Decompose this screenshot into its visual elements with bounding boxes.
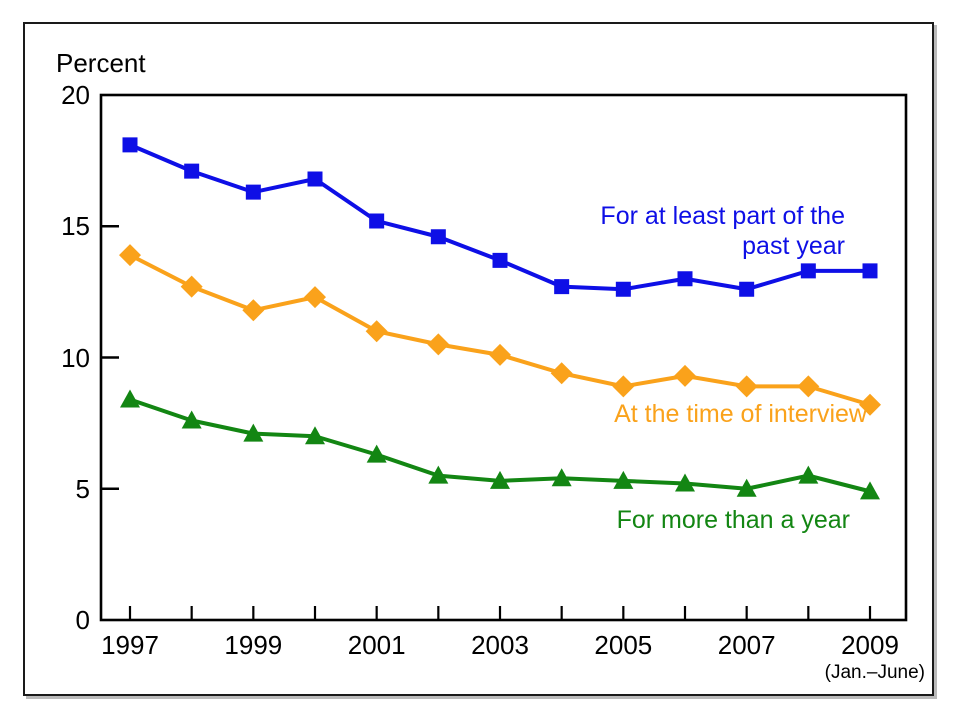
x-tick-label-2007: 2007: [717, 630, 776, 660]
marker-diamond: [674, 364, 696, 387]
marker-diamond: [612, 375, 635, 398]
marker-diamond: [735, 375, 758, 398]
marker-triangle: [305, 426, 325, 445]
marker-square: [615, 281, 631, 297]
marker-square: [430, 229, 446, 245]
series-label-line: For at least part of the: [600, 202, 845, 230]
chart-frame: [23, 22, 934, 696]
x-tick-label-2003: 2003: [471, 630, 529, 660]
marker-square: [800, 263, 816, 279]
marker-diamond: [550, 362, 573, 385]
x-tick-label-1999: 1999: [224, 630, 283, 660]
y-tick-label-20: 20: [61, 80, 90, 110]
marker-square: [739, 281, 755, 297]
y-axis-title: Percent: [56, 48, 146, 78]
y-tick-label-5: 5: [75, 473, 90, 504]
x-axis-note: (Jan.–June): [824, 662, 925, 683]
series-line-1: [129, 253, 871, 407]
marker-triangle: [181, 410, 202, 429]
marker-diamond: [859, 393, 881, 416]
marker-diamond: [797, 375, 820, 398]
marker-diamond: [242, 299, 265, 322]
marker-triangle: [675, 473, 695, 492]
marker-triangle: [490, 470, 510, 489]
marker-triangle: [860, 481, 880, 500]
marker-square: [554, 279, 570, 295]
marker-triangle: [613, 470, 634, 489]
y-tick-label-10: 10: [61, 342, 90, 373]
marker-square: [184, 163, 200, 179]
marker-diamond: [489, 343, 511, 366]
y-tick-label-15: 15: [61, 211, 90, 242]
marker-diamond: [304, 286, 326, 309]
marker-triangle: [736, 478, 757, 497]
marker-square: [307, 171, 323, 187]
marker-diamond: [365, 320, 388, 343]
marker-square: [492, 252, 508, 268]
marker-triangle: [366, 444, 387, 463]
marker-square: [122, 137, 138, 153]
marker-triangle: [798, 465, 819, 484]
series-label-0: For at least part of the past year: [600, 201, 845, 261]
marker-square: [369, 213, 385, 229]
marker-square: [677, 271, 693, 287]
marker-square: [245, 184, 261, 200]
marker-triangle: [428, 465, 449, 484]
marker-diamond: [119, 244, 141, 267]
series-label-line: past year: [742, 232, 845, 260]
series-label-1: At the time of interview: [614, 399, 867, 429]
x-tick-label-2005: 2005: [594, 630, 653, 660]
marker-square: [862, 263, 878, 279]
x-tick-label-1997: 1997: [101, 630, 159, 660]
marker-diamond: [427, 333, 450, 356]
x-tick-label-2009: 2009: [841, 630, 899, 660]
marker-diamond: [180, 275, 203, 298]
series-label-2: For more than a year: [617, 505, 850, 535]
y-tick-label-0: 0: [75, 605, 90, 635]
series-label-line: At the time of interview: [614, 400, 867, 428]
marker-triangle: [243, 423, 264, 442]
x-tick-label-2001: 2001: [347, 630, 406, 660]
marker-triangle: [120, 389, 140, 408]
series-label-line: For more than a year: [616, 506, 850, 534]
marker-triangle: [551, 468, 572, 487]
